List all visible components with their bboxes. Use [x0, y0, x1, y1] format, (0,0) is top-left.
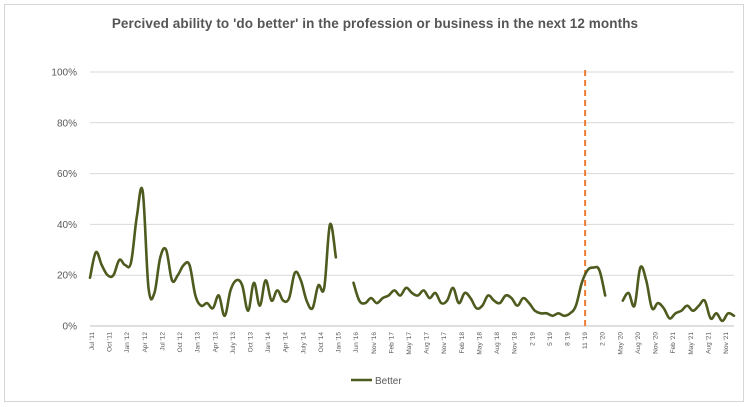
x-tick-label: Feb '18 — [459, 332, 466, 354]
plot-area — [88, 186, 736, 323]
x-tick-label: 5 '19 — [547, 332, 554, 346]
x-tick-label: Nov '18 — [512, 332, 519, 354]
series-line-better — [621, 265, 736, 323]
y-tick-label: 80% — [57, 118, 77, 129]
x-tick-label: May '18 — [476, 332, 483, 355]
x-tick-label: Feb '21 — [670, 332, 677, 354]
x-tick-label: Oct '13 — [248, 332, 255, 353]
series-line-better — [352, 265, 607, 318]
x-tick-label: Jan '15 — [336, 332, 343, 353]
y-tick-label: 20% — [57, 271, 77, 282]
y-axis: 0% 20% 40% 60% 80% 100% — [51, 68, 77, 333]
x-tick-label: May '20 — [617, 332, 624, 355]
y-tick-label: 40% — [57, 220, 77, 231]
x-tick-label: July '14 — [300, 332, 307, 354]
gridlines — [90, 71, 734, 327]
x-tick-label: Jan '14 — [265, 332, 272, 353]
x-tick-label: 2 '19 — [529, 332, 536, 346]
chart-frame — [4, 4, 744, 402]
x-tick-label: Nov '16 — [371, 332, 378, 354]
x-tick-label: Aug '18 — [494, 332, 501, 354]
legend: Better — [351, 376, 402, 387]
x-tick-label: May '21 — [688, 332, 695, 355]
x-tick-label: Nov '21 — [723, 332, 730, 354]
x-tick-label: Aug '20 — [635, 332, 642, 354]
x-tick-label: Apr '12 — [142, 332, 149, 353]
x-tick-label: Jan '12 — [124, 332, 131, 353]
x-tick-label: Oct '12 — [177, 332, 184, 353]
x-tick-label: May '17 — [406, 332, 413, 355]
x-axis: Jul '11 Oct '11 Jan '12 Apr '12 Jul '12 Oct '… — [89, 332, 730, 355]
x-tick-label: Nov '20 — [653, 332, 660, 354]
x-tick-label: Nov '17 — [441, 332, 448, 354]
chart-title: Percived ability to 'do better' in the p… — [111, 16, 639, 31]
x-tick-label: 11 '19 — [582, 332, 589, 349]
x-tick-label: Jan '13 — [195, 332, 202, 353]
x-tick-label: Apr '13 — [212, 332, 219, 353]
series-line-better — [88, 186, 338, 318]
x-tick-label: Oct '14 — [318, 332, 325, 353]
x-tick-label: 8 '19 — [565, 332, 572, 346]
x-tick-label: Jul '12 — [159, 332, 166, 351]
x-tick-label: Oct '11 — [107, 332, 114, 352]
x-tick-label: 2 '20 — [600, 332, 607, 346]
y-tick-label: 0% — [63, 322, 78, 333]
legend-label: Better — [375, 376, 402, 387]
x-tick-label: Aug '17 — [424, 332, 431, 354]
y-tick-label: 100% — [51, 68, 77, 79]
x-tick-label: Jul '11 — [89, 332, 96, 350]
y-tick-label: 60% — [57, 169, 77, 180]
x-tick-label: July '13 — [230, 332, 237, 354]
x-tick-label: Jun '16 — [353, 332, 360, 353]
x-tick-label: Aug '21 — [705, 332, 712, 354]
x-tick-label: Feb '17 — [388, 332, 395, 354]
x-tick-label: Apr '14 — [283, 332, 290, 353]
